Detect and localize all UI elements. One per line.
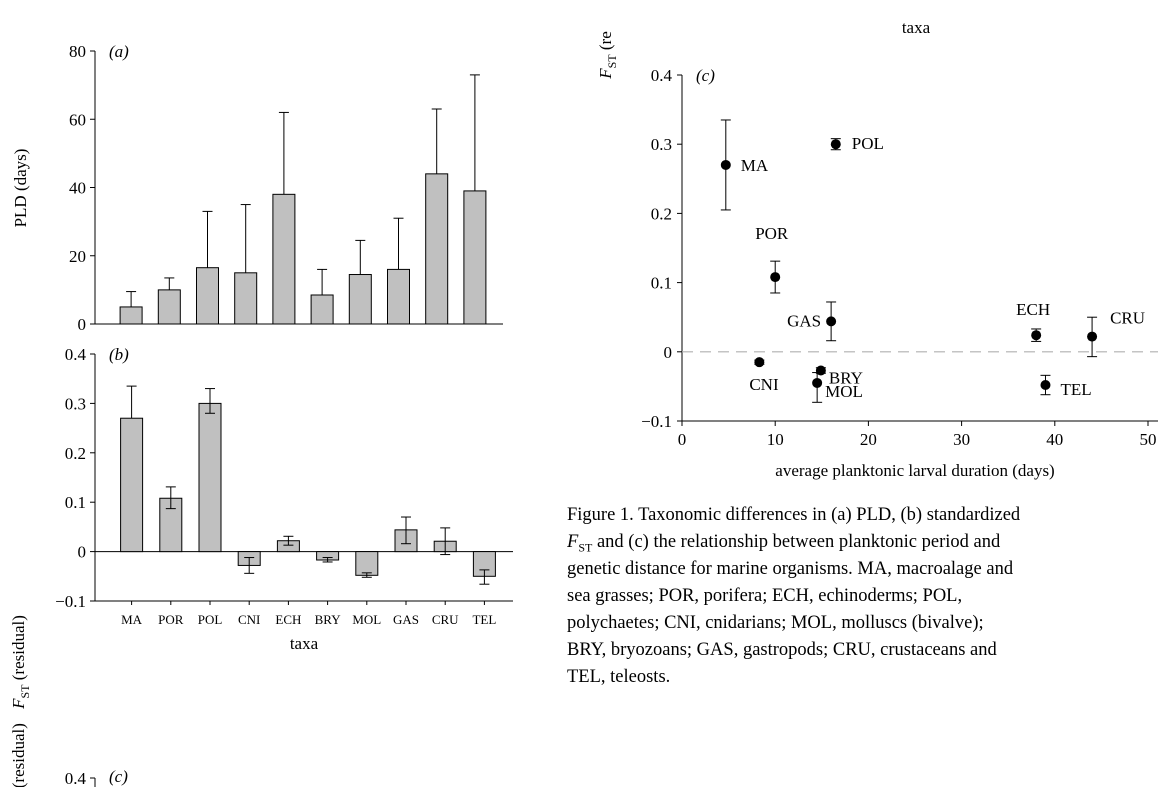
x-tick-label: 40: [1046, 430, 1063, 449]
point-gas: [826, 316, 837, 327]
y-tick-label: 0.4: [651, 66, 673, 85]
y-axis-title: FST (re: [596, 31, 619, 80]
bar-cru: [425, 173, 449, 325]
y-tick-label: 0.3: [651, 135, 672, 154]
y-tick-label: 0.3: [65, 394, 86, 413]
caption-line: polychaetes; CNI, cnidarians; MOL, mollu…: [567, 613, 984, 633]
y-tick-label: 0.2: [651, 204, 672, 223]
bar-tel: [463, 190, 487, 325]
y-tick-label: 80: [69, 42, 86, 61]
x-tick-label-gas: GAS: [393, 612, 419, 627]
y-tick-label: 20: [69, 247, 86, 266]
bar-pol: [198, 402, 222, 553]
x-axis-title: average planktonic larval duration (days…: [775, 461, 1054, 480]
top-label: taxa: [902, 18, 931, 37]
panel-letter: (c): [696, 66, 715, 85]
bar-cni: [234, 272, 258, 325]
x-tick-label-cni: CNI: [238, 612, 260, 627]
point-label-cni: CNI: [749, 375, 779, 394]
panel-c-fragment: 0.4 (c) FST (residual): [9, 723, 128, 787]
x-tick-label-ma: MA: [121, 612, 143, 627]
caption-line: sea grasses; POR, porifera; ECH, echinod…: [567, 586, 963, 606]
x-tick-label-cru: CRU: [432, 612, 459, 627]
x-tick-label-tel: TEL: [472, 612, 496, 627]
point-label-mol: MOL: [825, 382, 863, 401]
point-label-cru: CRU: [1110, 309, 1145, 328]
panel-letter: (c): [109, 767, 128, 786]
panel-letter: (a): [109, 42, 129, 61]
x-tick-label: 20: [860, 430, 877, 449]
point-tel: [1040, 380, 1051, 391]
point-pol: [830, 139, 841, 150]
point-label-gas: GAS: [787, 311, 821, 330]
caption-line: TEL, teleosts.: [567, 667, 671, 687]
point-label-por: POR: [755, 224, 789, 243]
point-label-ech: ECH: [1016, 300, 1050, 319]
x-tick-label: 0: [678, 430, 687, 449]
y-tick-label: 0: [78, 543, 87, 562]
bar-ech: [272, 193, 296, 325]
point-ma: [720, 159, 731, 170]
panel-b-bar-chart: −0.1 0 0.1 0.2 0.3 0.4 MA POR POL CNI ECH BRY MOL GAS…: [9, 345, 513, 710]
y-tick-label: 60: [69, 110, 86, 129]
x-tick-label-bry: BRY: [315, 612, 342, 627]
bar-pol: [196, 267, 219, 325]
caption-line: genetic distance for marine organisms. M…: [567, 559, 1014, 579]
bar-ma: [119, 306, 143, 325]
bar-mol: [348, 274, 372, 325]
caption-line-rest: and (c) the relationship between plankto…: [592, 532, 1001, 552]
caption-fst-symbol: FST: [567, 532, 593, 555]
y-tick-label: 0.1: [651, 274, 672, 293]
caption-line: BRY, bryozoans; GAS, gastropods; CRU, cr…: [567, 640, 997, 660]
y-tick-label: 0.1: [65, 493, 86, 512]
point-cni: [754, 357, 765, 368]
point-label-tel: TEL: [1060, 380, 1091, 399]
point-ech: [1031, 330, 1042, 341]
x-tick-label-mol: MOL: [352, 612, 381, 627]
y-tick-label: −0.1: [55, 592, 86, 611]
caption-line: FST and (c) the relationship between pla…: [567, 529, 1173, 556]
caption-line: Figure 1. Taxonomic differences in (a) P…: [567, 505, 1021, 525]
x-tick-label: 10: [767, 430, 784, 449]
x-tick-label-pol: POL: [198, 612, 223, 627]
panel-a-bar-chart: 0 20 40 60 80 (a) PLD (days): [11, 42, 503, 334]
point-por: [770, 272, 781, 283]
y-tick-label: 0.4: [65, 769, 87, 787]
x-tick-label: 50: [1140, 430, 1157, 449]
x-tick-label-por: POR: [158, 612, 184, 627]
y-tick-label: 0: [78, 315, 87, 334]
y-tick-label: 40: [69, 179, 86, 198]
y-tick-label: 0.2: [65, 444, 86, 463]
point-label-ma: MA: [741, 156, 769, 175]
bar-gas: [387, 268, 410, 325]
y-axis-title: FST (residual): [9, 723, 32, 787]
figure-caption: Figure 1. Taxonomic differences in (a) P…: [567, 502, 1173, 691]
bar-por: [157, 289, 181, 325]
point-label-pol: POL: [852, 134, 884, 153]
panel-c-scatter-plot: taxa −0.1 0 0.1 0.2 0.3 0.4 0 10 20 30 40 50 average …: [596, 18, 1158, 480]
y-tick-label: −0.1: [641, 412, 672, 431]
point-mol: [812, 377, 823, 388]
bar-bry: [310, 294, 334, 325]
point-label-bry: BRY: [829, 368, 863, 387]
x-tick-label: 30: [953, 430, 970, 449]
panel-letter: (b): [109, 345, 129, 364]
y-tick-label: 0.4: [65, 345, 87, 364]
x-axis-title: taxa: [290, 634, 319, 653]
point-cru: [1087, 331, 1098, 342]
y-tick-label: 0: [664, 343, 673, 362]
bar-mol: [355, 551, 379, 576]
y-axis-title: FST (residual): [9, 615, 32, 710]
y-axis-title: PLD (days): [11, 149, 30, 228]
bar-ma: [120, 417, 144, 553]
x-tick-label-ech: ECH: [275, 612, 301, 627]
